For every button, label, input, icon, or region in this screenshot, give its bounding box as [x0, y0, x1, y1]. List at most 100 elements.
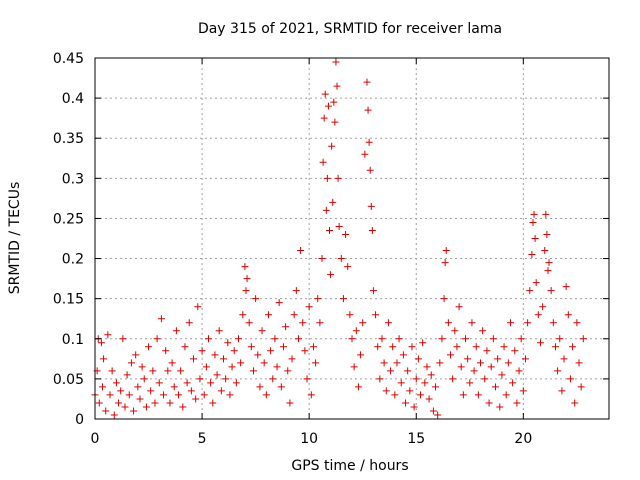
data-point: [264, 311, 272, 319]
data-point: [382, 387, 390, 395]
data-point: [215, 327, 223, 335]
data-point: [205, 335, 213, 343]
data-point: [451, 327, 459, 335]
data-point: [307, 391, 315, 399]
data-point: [232, 379, 240, 387]
data-point: [309, 343, 317, 351]
data-point: [521, 355, 529, 363]
data-point: [130, 407, 138, 415]
x-tick-label: 5: [198, 431, 207, 447]
data-point: [470, 367, 478, 375]
data-point: [275, 299, 283, 307]
data-point: [106, 391, 114, 399]
data-point: [417, 391, 425, 399]
data-point: [140, 375, 148, 383]
data-point: [202, 363, 210, 371]
data-point: [284, 367, 292, 375]
data-point: [440, 295, 448, 303]
data-point: [213, 371, 221, 379]
data-point: [509, 379, 517, 387]
data-point: [504, 359, 512, 367]
data-point: [132, 351, 140, 359]
data-point: [185, 319, 193, 327]
data-point: [271, 335, 279, 343]
data-point: [168, 359, 176, 367]
data-point: [481, 375, 489, 383]
data-point: [149, 367, 157, 375]
data-point: [556, 335, 564, 343]
data-point: [211, 351, 219, 359]
data-point: [192, 395, 200, 403]
data-point: [357, 351, 365, 359]
data-point: [406, 387, 414, 395]
data-point: [372, 311, 380, 319]
y-tick-label: 0.1: [62, 332, 84, 348]
data-point: [102, 407, 110, 415]
data-point: [545, 259, 553, 267]
data-point: [297, 247, 305, 255]
data-point: [112, 379, 120, 387]
y-tick-label: 0.35: [53, 131, 84, 147]
y-tick-label: 0.45: [53, 51, 84, 67]
data-point: [327, 271, 335, 279]
data-point: [354, 383, 362, 391]
data-point: [436, 359, 444, 367]
data-point: [524, 319, 532, 327]
data-point: [434, 411, 442, 419]
data-point: [455, 303, 463, 311]
data-point: [104, 331, 112, 339]
data-point: [324, 102, 332, 110]
y-tick-label: 0.3: [62, 171, 84, 187]
data-point: [282, 323, 290, 331]
data-point: [419, 339, 427, 347]
y-tick-label: 0.05: [53, 372, 84, 388]
data-point: [217, 387, 225, 395]
data-point: [97, 339, 105, 347]
data-point: [108, 367, 116, 375]
data-point: [562, 283, 570, 291]
data-point: [528, 251, 536, 259]
data-point: [117, 387, 125, 395]
data-point: [457, 363, 465, 371]
data-point: [200, 391, 208, 399]
data-point: [459, 391, 467, 399]
data-point: [160, 391, 168, 399]
tick-labels: 0 0.05 0.1 0.15 0.2 0.25 0.3 0.35 0.4 0.45 0 5 10 15 2…: [53, 51, 532, 447]
data-point: [247, 343, 255, 351]
data-point: [252, 295, 260, 303]
data-point: [332, 58, 340, 66]
data-point: [198, 347, 206, 355]
data-point: [384, 319, 392, 327]
data-point: [333, 82, 341, 90]
data-point: [404, 367, 412, 375]
data-point: [549, 319, 557, 327]
data-point: [359, 319, 367, 327]
data-point: [477, 359, 484, 367]
axis-ticks: [94, 57, 609, 420]
data-point: [569, 343, 577, 351]
data-point: [531, 235, 539, 242]
data-point: [249, 367, 257, 375]
data-point: [256, 383, 264, 391]
x-tick-label: 20: [514, 431, 532, 447]
data-point: [515, 367, 523, 375]
data-point: [226, 391, 234, 399]
data-point: [421, 379, 429, 387]
data-point: [500, 343, 508, 351]
data-point: [157, 315, 165, 323]
data-point: [466, 379, 474, 387]
data-point: [241, 263, 249, 271]
data-point: [391, 391, 399, 399]
data-point: [494, 355, 502, 363]
data-point: [447, 351, 455, 359]
data-point: [294, 335, 302, 343]
data-point: [498, 371, 506, 379]
data-point: [380, 359, 388, 367]
y-tick-label: 0.25: [53, 211, 84, 227]
data-point: [541, 247, 549, 255]
data-point: [427, 371, 435, 379]
data-point: [432, 383, 440, 391]
data-point: [273, 363, 281, 371]
data-point: [462, 335, 470, 343]
data-point: [136, 395, 144, 403]
